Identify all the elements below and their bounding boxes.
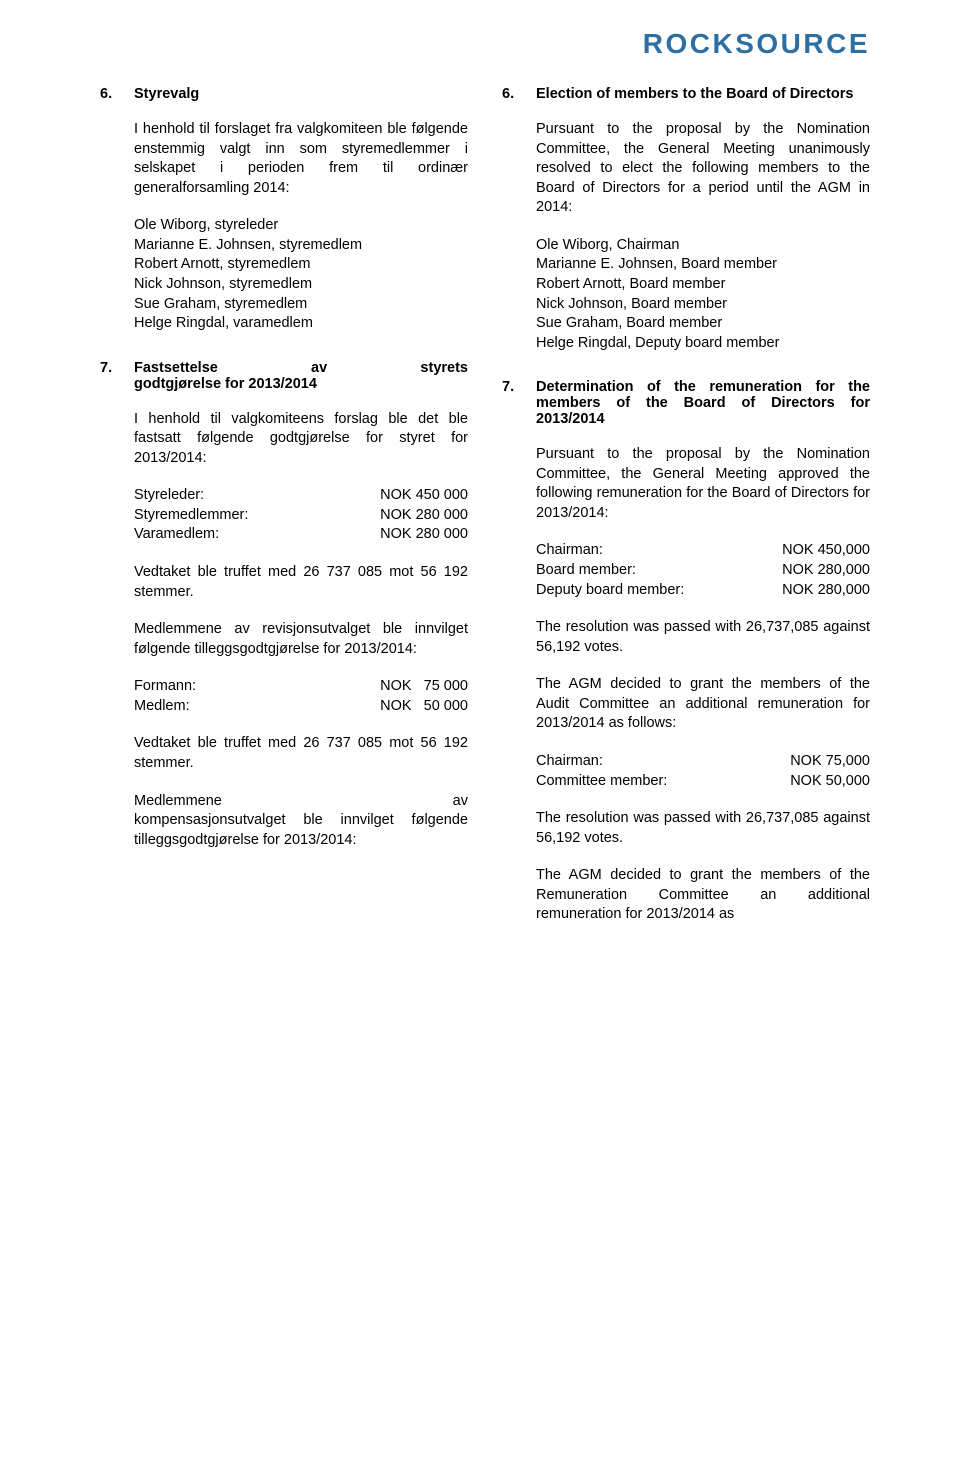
list-item: Marianne E. Johnsen, styremedlem xyxy=(134,236,468,256)
left-sec6: 6. Styrevalg I henhold til forslaget fra… xyxy=(100,86,468,334)
left-sec7-para3: Medlemmene av revisjonsutvalget ble innv… xyxy=(134,620,468,659)
right-sec6-head: 6. Election of members to the Board of D… xyxy=(502,86,870,102)
fee-row: Styreleder: NOK 450 000 xyxy=(134,486,468,506)
list-item: Helge Ringdal, varamedlem xyxy=(134,314,468,334)
fee-value: NOK 280,000 xyxy=(782,581,870,601)
page: ROCKSOURCE 6. Styrevalg I henhold til fo… xyxy=(0,0,960,1469)
right-sec6-num: 6. xyxy=(502,86,536,102)
right-sec6-para: Pursuant to the proposal by the Nominati… xyxy=(536,120,870,218)
fee-row: Medlem: NOK 50 000 xyxy=(134,697,468,717)
right-sec6: 6. Election of members to the Board of D… xyxy=(502,86,870,353)
brand-logo: ROCKSOURCE xyxy=(643,28,870,60)
list-item: Helge Ringdal, Deputy board member xyxy=(536,334,870,354)
fee-label: Committee member: xyxy=(536,772,790,792)
fee-row: Board member: NOK 280,000 xyxy=(536,561,870,581)
fee-value: NOK 75 000 xyxy=(380,677,468,697)
right-sec7-head: 7. Determination of the remuneration for… xyxy=(502,379,870,427)
right-sec7-num: 7. xyxy=(502,379,536,395)
left-sec6-head: 6. Styrevalg xyxy=(100,86,468,102)
fee-row: Styremedlemmer: NOK 280 000 xyxy=(134,506,468,526)
brand-wrap: ROCKSOURCE xyxy=(100,28,870,60)
left-sec6-members: Ole Wiborg, styreleder Marianne E. Johns… xyxy=(134,216,468,333)
fee-value: NOK 450 000 xyxy=(380,486,468,506)
list-item: Ole Wiborg, Chairman xyxy=(536,236,870,256)
right-sec7: 7. Determination of the remuneration for… xyxy=(502,379,870,925)
right-sec6-members: Ole Wiborg, Chairman Marianne E. Johnsen… xyxy=(536,236,870,353)
right-sec7-fees1: Chairman: NOK 450,000 Board member: NOK … xyxy=(502,541,870,600)
fee-label: Medlem: xyxy=(134,697,380,717)
left-sec7-para2: Vedtaket ble truffet med 26 737 085 mot … xyxy=(134,563,468,602)
left-sec7-head: 7. Fastsettelse av styrets godtgjørelse … xyxy=(100,360,468,392)
fee-value: NOK 50 000 xyxy=(380,697,468,717)
list-item: Ole Wiborg, styreleder xyxy=(134,216,468,236)
left-sec7-fees1: Styreleder: NOK 450 000 Styremedlemmer: … xyxy=(100,486,468,545)
fee-value: NOK 280,000 xyxy=(782,561,870,581)
fee-label: Chairman: xyxy=(536,541,782,561)
fee-label: Varamedlem: xyxy=(134,525,380,545)
right-sec7-para2: The resolution was passed with 26,737,08… xyxy=(536,618,870,657)
list-item: Sue Graham, styremedlem xyxy=(134,295,468,315)
fee-value: NOK 280 000 xyxy=(380,506,468,526)
fee-label: Chairman: xyxy=(536,752,790,772)
fee-label: Board member: xyxy=(536,561,782,581)
left-sec6-para: I henhold til forslaget fra valgkomiteen… xyxy=(134,120,468,198)
left-sec7-para4: Vedtaket ble truffet med 26 737 085 mot … xyxy=(134,734,468,773)
right-sec7-para5: The AGM decided to grant the members of … xyxy=(536,866,870,925)
list-item: Robert Arnott, styremedlem xyxy=(134,255,468,275)
right-sec7-title: Determination of the remuneration for th… xyxy=(536,379,870,427)
fee-row: Committee member: NOK 50,000 xyxy=(536,772,870,792)
left-sec6-num: 6. xyxy=(100,86,134,102)
list-item: Robert Arnott, Board member xyxy=(536,275,870,295)
left-sec7-num: 7. xyxy=(100,360,134,376)
right-sec7-para3: The AGM decided to grant the members of … xyxy=(536,675,870,734)
list-item: Nick Johnson, styremedlem xyxy=(134,275,468,295)
left-sec6-title: Styrevalg xyxy=(134,86,468,102)
fee-value: NOK 450,000 xyxy=(782,541,870,561)
list-item: Marianne E. Johnsen, Board member xyxy=(536,255,870,275)
fee-row: Chairman: NOK 75,000 xyxy=(536,752,870,772)
fee-value: NOK 280 000 xyxy=(380,525,468,545)
left-sec7-para1: I henhold til valgkomiteens forslag ble … xyxy=(134,410,468,469)
fee-value: NOK 50,000 xyxy=(790,772,870,792)
two-columns: 6. Styrevalg I henhold til forslaget fra… xyxy=(100,86,870,951)
left-sec7-fees2: Formann: NOK 75 000 Medlem: NOK 50 000 xyxy=(100,677,468,716)
fee-row: Varamedlem: NOK 280 000 xyxy=(134,525,468,545)
right-column: 6. Election of members to the Board of D… xyxy=(502,86,870,951)
list-item: Nick Johnson, Board member xyxy=(536,295,870,315)
fee-value: NOK 75,000 xyxy=(790,752,870,772)
fee-row: Deputy board member: NOK 280,000 xyxy=(536,581,870,601)
right-sec7-fees2: Chairman: NOK 75,000 Committee member: N… xyxy=(502,752,870,791)
fee-row: Formann: NOK 75 000 xyxy=(134,677,468,697)
right-sec7-para1: Pursuant to the proposal by the Nominati… xyxy=(536,445,870,523)
fee-row: Chairman: NOK 450,000 xyxy=(536,541,870,561)
list-item: Sue Graham, Board member xyxy=(536,314,870,334)
fee-label: Styremedlemmer: xyxy=(134,506,380,526)
right-sec6-title: Election of members to the Board of Dire… xyxy=(536,86,870,102)
right-sec7-para4: The resolution was passed with 26,737,08… xyxy=(536,809,870,848)
left-sec7: 7. Fastsettelse av styrets godtgjørelse … xyxy=(100,360,468,851)
left-sec7-title: Fastsettelse av styrets godtgjørelse for… xyxy=(134,360,468,392)
fee-label: Deputy board member: xyxy=(536,581,782,601)
fee-label: Formann: xyxy=(134,677,380,697)
fee-label: Styreleder: xyxy=(134,486,380,506)
left-column: 6. Styrevalg I henhold til forslaget fra… xyxy=(100,86,468,951)
left-sec7-para5: Medlemmene av kompensasjonsutvalget ble … xyxy=(134,792,468,851)
